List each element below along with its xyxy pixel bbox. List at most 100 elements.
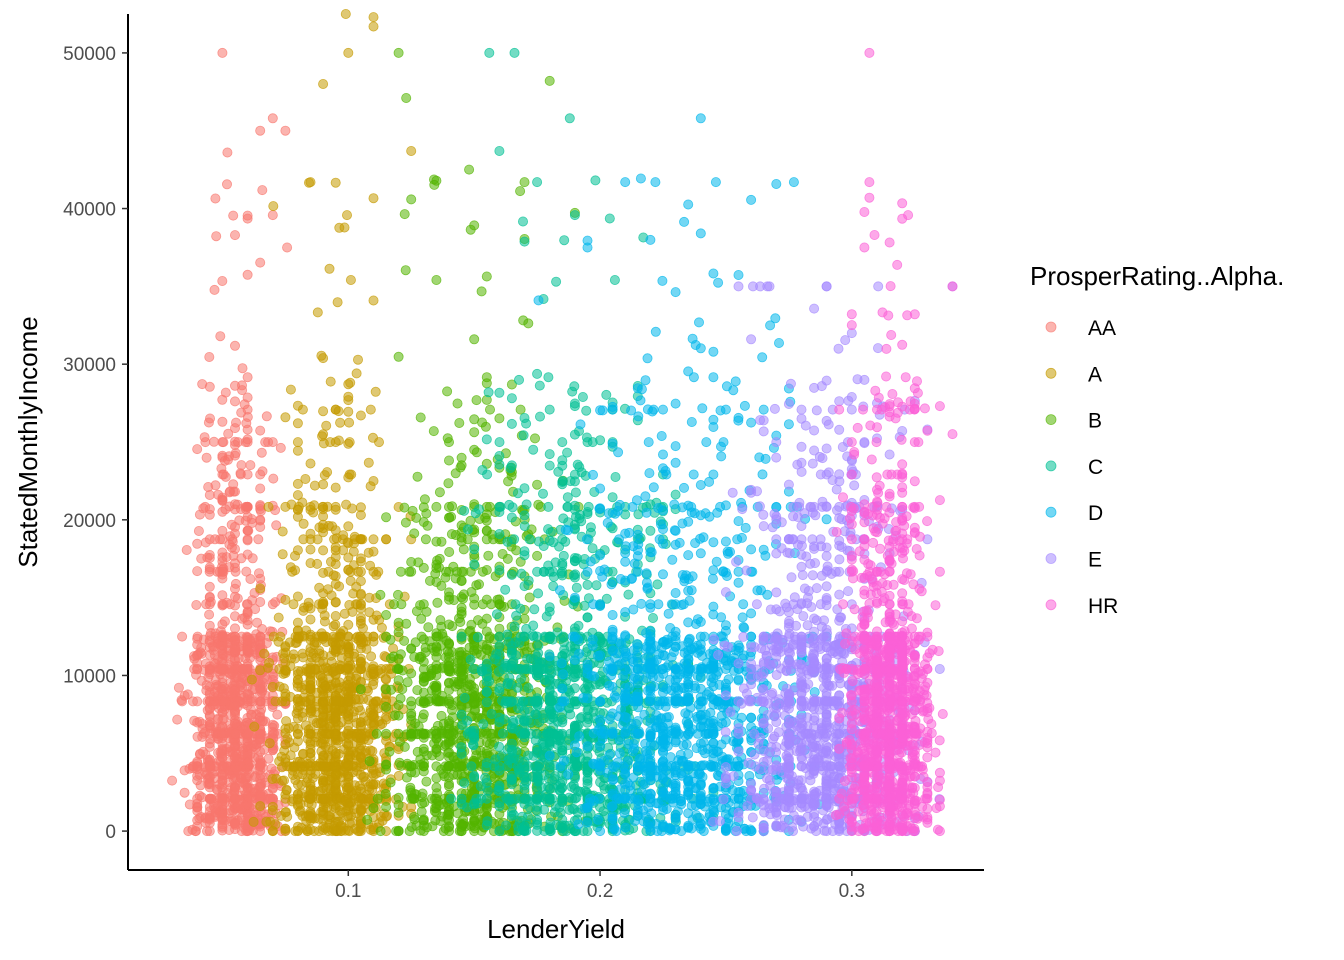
point-C [557, 476, 568, 487]
point-C [506, 569, 517, 580]
point-A [325, 774, 336, 785]
point-C [551, 276, 562, 287]
point-AA [177, 631, 188, 642]
point-AA [250, 771, 261, 782]
point-C [504, 499, 515, 510]
point-B [443, 437, 454, 448]
point-A [355, 509, 366, 520]
point-C [559, 235, 570, 246]
point-A [309, 736, 320, 747]
point-B [523, 318, 534, 329]
point-C [609, 274, 620, 285]
point-A [319, 696, 330, 707]
point-AA [242, 525, 253, 536]
point-C [582, 717, 593, 728]
point-D [695, 343, 706, 354]
point-AA [266, 763, 277, 774]
point-C [506, 770, 517, 781]
point-B [412, 471, 423, 482]
point-C [652, 579, 663, 590]
point-AA [217, 275, 228, 286]
point-AA [229, 655, 240, 666]
point-C [544, 703, 555, 714]
point-AA [228, 550, 239, 561]
point-A [263, 501, 274, 512]
point-C [540, 632, 551, 643]
point-C [570, 487, 581, 498]
point-AA [255, 514, 266, 525]
point-B [481, 594, 492, 605]
point-B [436, 580, 447, 591]
point-C [595, 435, 606, 446]
point-B [466, 587, 477, 598]
point-C [481, 434, 492, 445]
point-A [358, 734, 369, 745]
point-A [345, 274, 356, 285]
point-A [355, 553, 366, 564]
point-C [494, 437, 505, 448]
point-A [368, 534, 379, 545]
point-AA [218, 713, 229, 724]
point-A [323, 810, 334, 821]
point-C [478, 719, 489, 730]
point-A [285, 384, 296, 395]
point-B [494, 413, 505, 424]
point-C [494, 501, 505, 512]
point-B [355, 684, 366, 695]
point-B [458, 818, 469, 829]
point-C [590, 175, 601, 186]
point-D [650, 326, 661, 337]
point-A [343, 47, 354, 58]
point-C [482, 469, 493, 480]
point-A [305, 680, 316, 691]
point-C [582, 437, 593, 448]
point-C [534, 759, 545, 770]
point-C [515, 603, 526, 614]
point-AA [217, 746, 228, 757]
point-C [538, 664, 549, 675]
point-B [430, 725, 441, 736]
point-B [397, 684, 408, 695]
point-A [318, 545, 329, 556]
point-B [412, 685, 423, 696]
point-B [415, 412, 426, 423]
point-A [276, 762, 287, 773]
point-AA [192, 444, 203, 455]
point-B [371, 728, 382, 739]
point-C [519, 521, 530, 532]
point-B [399, 635, 410, 646]
point-B [456, 532, 467, 543]
point-AA [242, 434, 253, 445]
point-B [450, 573, 461, 584]
point-B [444, 547, 455, 558]
point-AA [253, 534, 264, 545]
point-D [582, 741, 593, 752]
point-AA [204, 534, 215, 545]
point-A [340, 8, 351, 19]
point-AA [204, 814, 215, 825]
point-B [442, 386, 453, 397]
point-A [267, 774, 278, 785]
point-AA [196, 648, 207, 659]
point-AA [275, 442, 286, 453]
point-C [494, 640, 505, 651]
point-B [443, 619, 454, 630]
point-AA [191, 600, 202, 611]
point-A [370, 696, 381, 707]
point-B [384, 746, 395, 757]
point-B [532, 479, 543, 490]
point-B [420, 642, 431, 653]
point-A [292, 675, 303, 686]
point-B [393, 351, 404, 362]
point-C [516, 568, 527, 579]
point-C [544, 460, 555, 471]
point-A [301, 664, 312, 675]
point-B [438, 826, 449, 837]
point-C [601, 389, 612, 400]
point-A [365, 481, 376, 492]
point-B [381, 701, 392, 712]
point-B [431, 664, 442, 675]
point-A [292, 617, 303, 628]
point-C [569, 210, 580, 221]
point-AA [221, 179, 232, 190]
